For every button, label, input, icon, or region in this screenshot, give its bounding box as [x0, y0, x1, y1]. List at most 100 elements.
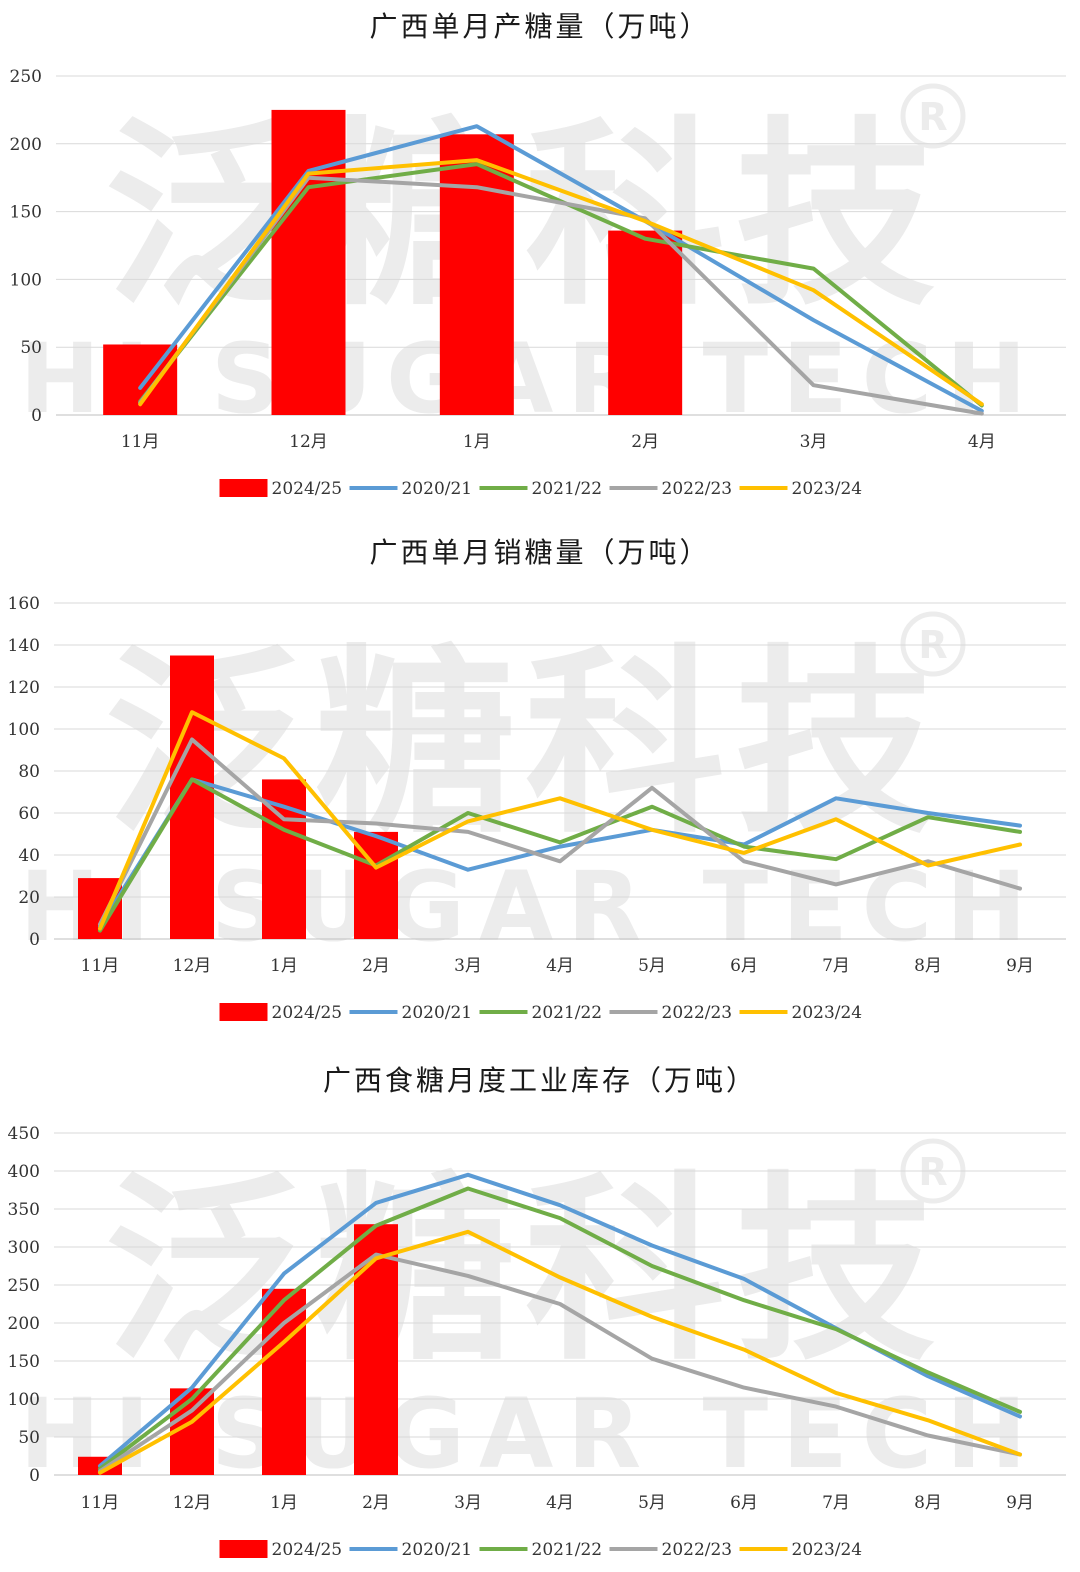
- registered-mark-glyph: R: [918, 1150, 947, 1194]
- legend-swatch-bar: [219, 1540, 268, 1558]
- x-tick-label: 11月: [81, 956, 120, 976]
- x-tick-label: 1月: [270, 1493, 298, 1513]
- legend-label: 2024/25: [272, 479, 343, 499]
- y-tick-label: 50: [18, 1428, 40, 1448]
- y-tick-label: 20: [18, 888, 40, 908]
- x-tick-label: 9月: [1006, 956, 1034, 976]
- y-tick-label: 400: [8, 1162, 40, 1182]
- bar-2024-25: [262, 1288, 306, 1475]
- y-tick-label: 250: [8, 1276, 40, 1296]
- bar-2024-25: [354, 1224, 398, 1475]
- x-tick-label: 4月: [968, 432, 996, 452]
- y-tick-label: 300: [8, 1238, 40, 1258]
- x-tick-label: 7月: [822, 1493, 850, 1513]
- legend-label: 2021/22: [532, 1540, 603, 1560]
- watermark-logo-text: 泛糖科技: [105, 1155, 945, 1388]
- y-tick-label: 40: [18, 846, 40, 866]
- x-tick-label: 3月: [454, 956, 482, 976]
- y-tick-label: 80: [18, 762, 40, 782]
- x-tick-label: 8月: [914, 956, 942, 976]
- x-tick-label: 4月: [546, 956, 574, 976]
- x-tick-label: 1月: [270, 956, 298, 976]
- x-tick-label: 12月: [173, 1493, 212, 1513]
- chart-title: 广西单月销糖量（万吨）: [369, 536, 710, 569]
- y-tick-label: 100: [8, 1390, 40, 1410]
- y-tick-label: 100: [10, 270, 42, 290]
- registered-mark-icon: [900, 611, 966, 677]
- series-line-2021-22: [98, 1186, 1022, 1471]
- legend-swatch-bar: [219, 479, 268, 497]
- watermark-logo-text: 泛糖科技: [105, 628, 945, 861]
- legend-label: 2024/25: [272, 1003, 343, 1023]
- bar-2024-25: [608, 230, 683, 415]
- bar-2024-25: [439, 134, 514, 416]
- legend-label: 2023/24: [792, 1540, 863, 1560]
- legend-label: 2021/22: [532, 479, 603, 499]
- x-tick-label: 6月: [730, 1493, 758, 1513]
- x-tick-label: 11月: [81, 1493, 120, 1513]
- x-tick-label: 1月: [463, 432, 491, 452]
- y-tick-label: 150: [10, 203, 42, 223]
- x-tick-label: 8月: [914, 1493, 942, 1513]
- legend: 2024/25 2020/21 2021/22 2022/23 2023/24: [219, 1003, 863, 1023]
- y-tick-label: 120: [8, 678, 40, 698]
- legend-label: 2023/24: [792, 479, 863, 499]
- y-tick-label: 100: [8, 720, 40, 740]
- registered-mark-icon: [900, 83, 966, 149]
- legend-label: 2023/24: [792, 1003, 863, 1023]
- legend-label: 2020/21: [402, 1540, 473, 1560]
- chart-title: 广西食糖月度工业库存（万吨）: [323, 1064, 757, 1097]
- x-tick-label: 11月: [121, 432, 160, 452]
- legend-label: 2022/23: [662, 1003, 733, 1023]
- y-tick-label: 60: [18, 804, 40, 824]
- series-line-2020-21: [138, 124, 984, 413]
- x-tick-label: 5月: [638, 956, 666, 976]
- y-tick-label: 50: [20, 338, 42, 358]
- y-tick-label: 350: [8, 1200, 40, 1220]
- x-tick-label: 2月: [362, 956, 390, 976]
- x-tick-label: 6月: [730, 956, 758, 976]
- y-tick-label: 0: [31, 406, 42, 426]
- legend: 2024/25 2020/21 2021/22 2022/23 2023/24: [219, 1540, 863, 1560]
- series-line-2022-23: [98, 1252, 1022, 1474]
- y-tick-label: 200: [8, 1314, 40, 1334]
- y-tick-label: 0: [29, 930, 40, 950]
- y-tick-label: 0: [29, 1466, 40, 1486]
- x-tick-label: 12月: [173, 956, 212, 976]
- x-tick-label: 9月: [1006, 1493, 1034, 1513]
- legend-label: 2022/23: [662, 479, 733, 499]
- chart-title: 广西单月产糖量（万吨）: [369, 10, 710, 43]
- x-tick-label: 7月: [822, 956, 850, 976]
- legend-label: 2020/21: [402, 479, 473, 499]
- x-tick-label: 2月: [362, 1493, 390, 1513]
- legend-swatch-bar: [219, 1003, 268, 1021]
- series-line-2023-24: [138, 158, 984, 407]
- x-tick-label: 4月: [546, 1493, 574, 1513]
- series-line-2023-24: [98, 710, 1022, 931]
- legend: 2024/25 2020/21 2021/22 2022/23 2023/24: [219, 479, 863, 499]
- y-tick-label: 250: [10, 67, 42, 87]
- legend-label: 2021/22: [532, 1003, 603, 1023]
- series-line-2023-24: [98, 1229, 1022, 1475]
- y-tick-label: 200: [10, 135, 42, 155]
- legend-label: 2022/23: [662, 1540, 733, 1560]
- registered-mark-glyph: R: [918, 95, 947, 139]
- legend-label: 2024/25: [272, 1540, 343, 1560]
- legend-label: 2020/21: [402, 1003, 473, 1023]
- bar-2024-25: [271, 109, 346, 416]
- series-line-2021-22: [98, 777, 1022, 933]
- x-tick-label: 2月: [631, 432, 659, 452]
- watermark-logo-text: 泛糖科技: [105, 100, 945, 333]
- y-tick-label: 160: [8, 594, 40, 614]
- x-tick-label: 3月: [454, 1493, 482, 1513]
- series-line-2022-23: [98, 737, 1022, 927]
- y-tick-label: 450: [8, 1124, 40, 1144]
- y-tick-label: 150: [8, 1352, 40, 1372]
- x-tick-label: 3月: [800, 432, 828, 452]
- y-tick-label: 140: [8, 636, 40, 656]
- series-line-2020-21: [98, 777, 1022, 929]
